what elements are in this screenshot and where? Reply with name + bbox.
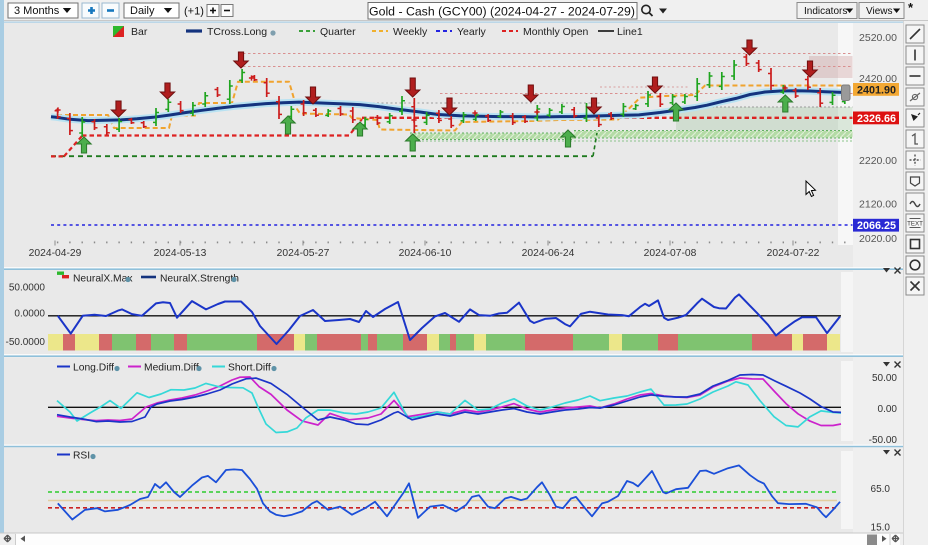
svg-text:Line1: Line1 xyxy=(617,26,643,38)
svg-text:Bar: Bar xyxy=(131,26,148,38)
svg-text:-50.0000: -50.0000 xyxy=(6,337,46,348)
svg-text:NeuralX.Strength: NeuralX.Strength xyxy=(160,274,239,285)
svg-text:-50.00: -50.00 xyxy=(869,435,898,446)
svg-text:2024-07-22: 2024-07-22 xyxy=(767,248,820,259)
svg-text:2020.00: 2020.00 xyxy=(859,233,897,245)
svg-text:65.0: 65.0 xyxy=(871,484,891,495)
svg-text:2420.00: 2420.00 xyxy=(859,73,897,85)
svg-text:(+1): (+1) xyxy=(184,6,204,18)
svg-text:2326.66: 2326.66 xyxy=(857,113,896,125)
svg-text:2120.00: 2120.00 xyxy=(859,199,897,211)
svg-text:Medium.Diff: Medium.Diff xyxy=(144,363,199,374)
svg-text:Quarter: Quarter xyxy=(320,26,356,38)
svg-text:2024-05-13: 2024-05-13 xyxy=(154,248,207,259)
svg-text:2401.90: 2401.90 xyxy=(857,84,896,96)
svg-text:Weekly: Weekly xyxy=(393,26,428,38)
svg-text:Long.Diff: Long.Diff xyxy=(73,363,114,374)
svg-text:2520.00: 2520.00 xyxy=(859,32,897,44)
svg-text:Short.Diff: Short.Diff xyxy=(228,363,271,374)
svg-text:RSI: RSI xyxy=(73,451,90,462)
svg-text:Daily: Daily xyxy=(130,5,155,17)
svg-text:TCross.Long: TCross.Long xyxy=(207,26,267,38)
svg-text:3 Months: 3 Months xyxy=(14,5,60,17)
svg-text:Monthly Open: Monthly Open xyxy=(523,26,589,38)
svg-text:2024-06-10: 2024-06-10 xyxy=(399,248,452,259)
svg-text:NeuralX.Max: NeuralX.Max xyxy=(73,274,133,285)
svg-text:2024-04-29: 2024-04-29 xyxy=(29,248,82,259)
svg-text:0.00: 0.00 xyxy=(878,404,898,415)
svg-text:2066.25: 2066.25 xyxy=(857,220,896,232)
svg-text:2024-05-27: 2024-05-27 xyxy=(277,248,330,259)
svg-text:0.0000: 0.0000 xyxy=(14,309,45,320)
svg-text:Gold - Cash (GCY00) (2024-04-2: Gold - Cash (GCY00) (2024-04-27 - 2024-0… xyxy=(369,5,635,19)
svg-text:TEXT: TEXT xyxy=(907,221,923,228)
svg-text:2024-06-24: 2024-06-24 xyxy=(522,248,575,259)
svg-text:Yearly: Yearly xyxy=(457,26,487,38)
svg-text:50.00: 50.00 xyxy=(872,373,897,384)
svg-text:Indicators: Indicators xyxy=(804,6,847,17)
svg-text:15.0: 15.0 xyxy=(871,523,891,534)
svg-text:*: * xyxy=(908,0,914,15)
svg-text:50.0000: 50.0000 xyxy=(9,283,46,294)
svg-text:2024-07-08: 2024-07-08 xyxy=(644,248,697,259)
svg-text:Views: Views xyxy=(866,6,893,17)
svg-text:2220.00: 2220.00 xyxy=(859,155,897,167)
